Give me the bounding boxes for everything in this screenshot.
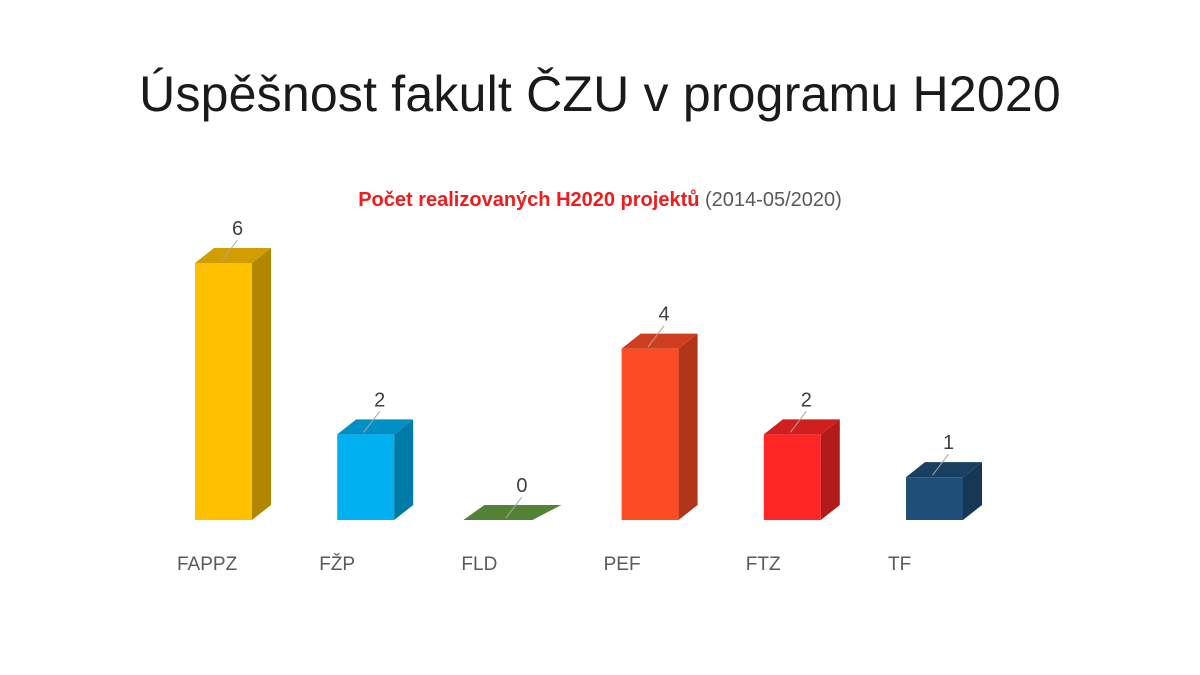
bar-pef — [621, 333, 698, 520]
bar-side-face — [678, 333, 698, 520]
chart-title-line: Počet realizovaných H2020 projektů (2014… — [0, 188, 1200, 212]
data-label-leader — [505, 496, 523, 519]
category-label-fld: FLD — [461, 554, 497, 575]
data-label-leader — [221, 239, 238, 262]
data-label-ftz: 2 — [801, 389, 812, 411]
bar-ftz — [763, 419, 840, 520]
chart-title: Počet realizovaných H2020 projektů — [358, 189, 700, 211]
bar-fžp — [337, 419, 414, 520]
bar-side-face — [252, 248, 271, 520]
labels-layer: 6 FAPPZ 2 FŽP 0 FLD 4 PEF 2 FTZ 1 TF — [177, 218, 954, 575]
bar-side-face — [394, 419, 414, 520]
data-label-tf: 1 — [943, 432, 954, 454]
data-label-fappz: 6 — [232, 218, 243, 240]
chart-subtitle: (2014-05/2020) — [705, 189, 842, 211]
bar-front-face — [195, 263, 252, 520]
data-label-pef: 4 — [659, 304, 670, 326]
bar-flat-face — [463, 505, 562, 520]
category-label-fappz: FAPPZ — [177, 554, 238, 575]
bar-fld — [463, 505, 562, 520]
category-label-fžp: FŽP — [319, 553, 355, 575]
bar-side-face — [820, 419, 840, 520]
category-label-pef: PEF — [604, 554, 641, 575]
bar-top-face — [763, 419, 840, 435]
bar-top-face — [621, 333, 698, 349]
bar-top-face — [195, 248, 271, 263]
bar-top-face — [337, 419, 414, 435]
bar-front-face — [763, 434, 821, 520]
bars-layer — [195, 248, 982, 520]
data-label-leader — [932, 453, 949, 476]
bar-front-face — [337, 434, 395, 520]
bar-front-face — [621, 348, 679, 520]
category-label-tf: TF — [888, 554, 911, 575]
data-label-fld: 0 — [516, 475, 527, 497]
category-label-ftz: FTZ — [746, 554, 781, 575]
bar-top-face — [906, 462, 982, 478]
data-label-leader — [363, 411, 381, 433]
bar-side-face — [963, 462, 982, 520]
slide-title: Úspěšnost fakult ČZU v programu H2020 — [139, 66, 1061, 122]
bar-front-face — [906, 477, 963, 520]
data-label-leader — [647, 325, 665, 347]
bar-tf — [906, 462, 982, 520]
data-label-leader — [789, 411, 807, 433]
bar-fappz — [195, 248, 271, 520]
data-label-fžp: 2 — [374, 389, 385, 411]
